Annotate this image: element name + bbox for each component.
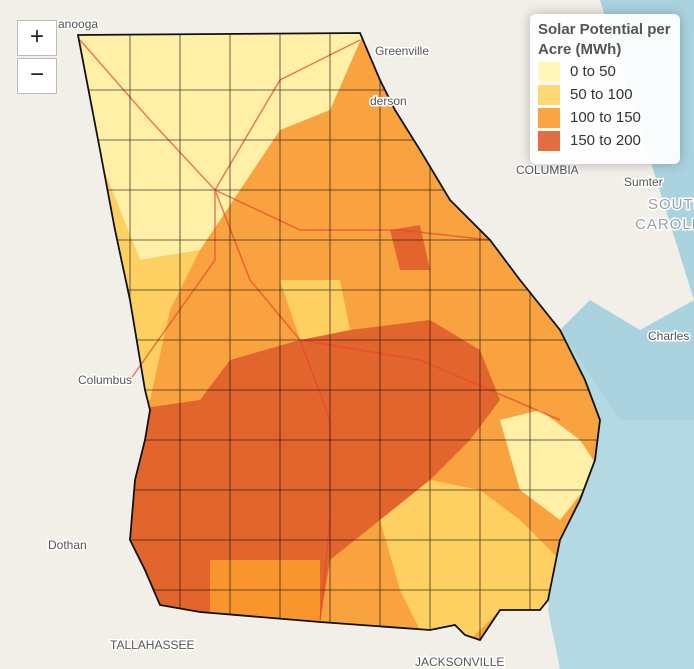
state-outline bbox=[76, 32, 601, 642]
city-label: TALLAHASSEE bbox=[110, 638, 194, 652]
legend-title: Solar Potential per Acre (MWh) bbox=[538, 21, 671, 58]
city-label: COLUMBIA bbox=[516, 163, 579, 177]
zoom-in[interactable]: + bbox=[17, 20, 57, 56]
legend-item: 50 to 100 bbox=[538, 83, 672, 106]
state-label: SOUTH bbox=[648, 196, 694, 213]
city-label: JACKSONVILLE bbox=[415, 655, 504, 669]
legend-swatch bbox=[538, 107, 560, 128]
city-label: Columbus bbox=[78, 373, 132, 387]
county-region bbox=[390, 225, 430, 270]
city-label: Dothan bbox=[48, 538, 87, 552]
legend-label: 100 to 150 bbox=[570, 109, 641, 126]
legend-label: 0 to 50 bbox=[570, 63, 616, 80]
legend-label: 150 to 200 bbox=[570, 132, 641, 149]
coastal-water bbox=[548, 330, 694, 669]
city-label: Sumter bbox=[624, 175, 663, 189]
county-region bbox=[380, 480, 560, 640]
legend-item: 150 to 200 bbox=[538, 129, 672, 152]
city-label: Charles bbox=[648, 329, 689, 343]
city-label: Greenville bbox=[375, 44, 429, 58]
county-region bbox=[280, 280, 350, 340]
county-region bbox=[500, 410, 600, 520]
county-region bbox=[78, 33, 365, 260]
legend-swatch bbox=[538, 130, 560, 151]
legend-item: 100 to 150 bbox=[538, 106, 672, 129]
city-label: derson bbox=[370, 94, 407, 108]
zoom-out[interactable]: − bbox=[17, 58, 57, 94]
legend-swatch bbox=[538, 61, 560, 82]
county-lines bbox=[78, 33, 600, 640]
legend-item: 0 to 50 bbox=[538, 60, 672, 83]
county-region bbox=[130, 320, 500, 622]
legend-label: 50 to 100 bbox=[570, 86, 633, 103]
legend: Solar Potential per Acre (MWh) 0 to 50 50… bbox=[530, 14, 680, 164]
legend-swatch bbox=[538, 84, 560, 105]
city-label: anooga bbox=[58, 17, 98, 31]
county-region bbox=[210, 560, 320, 630]
legend-items: 0 to 50 50 to 100 100 to 150 150 to 200 bbox=[538, 60, 672, 152]
state-label: CAROLIN bbox=[635, 216, 694, 233]
